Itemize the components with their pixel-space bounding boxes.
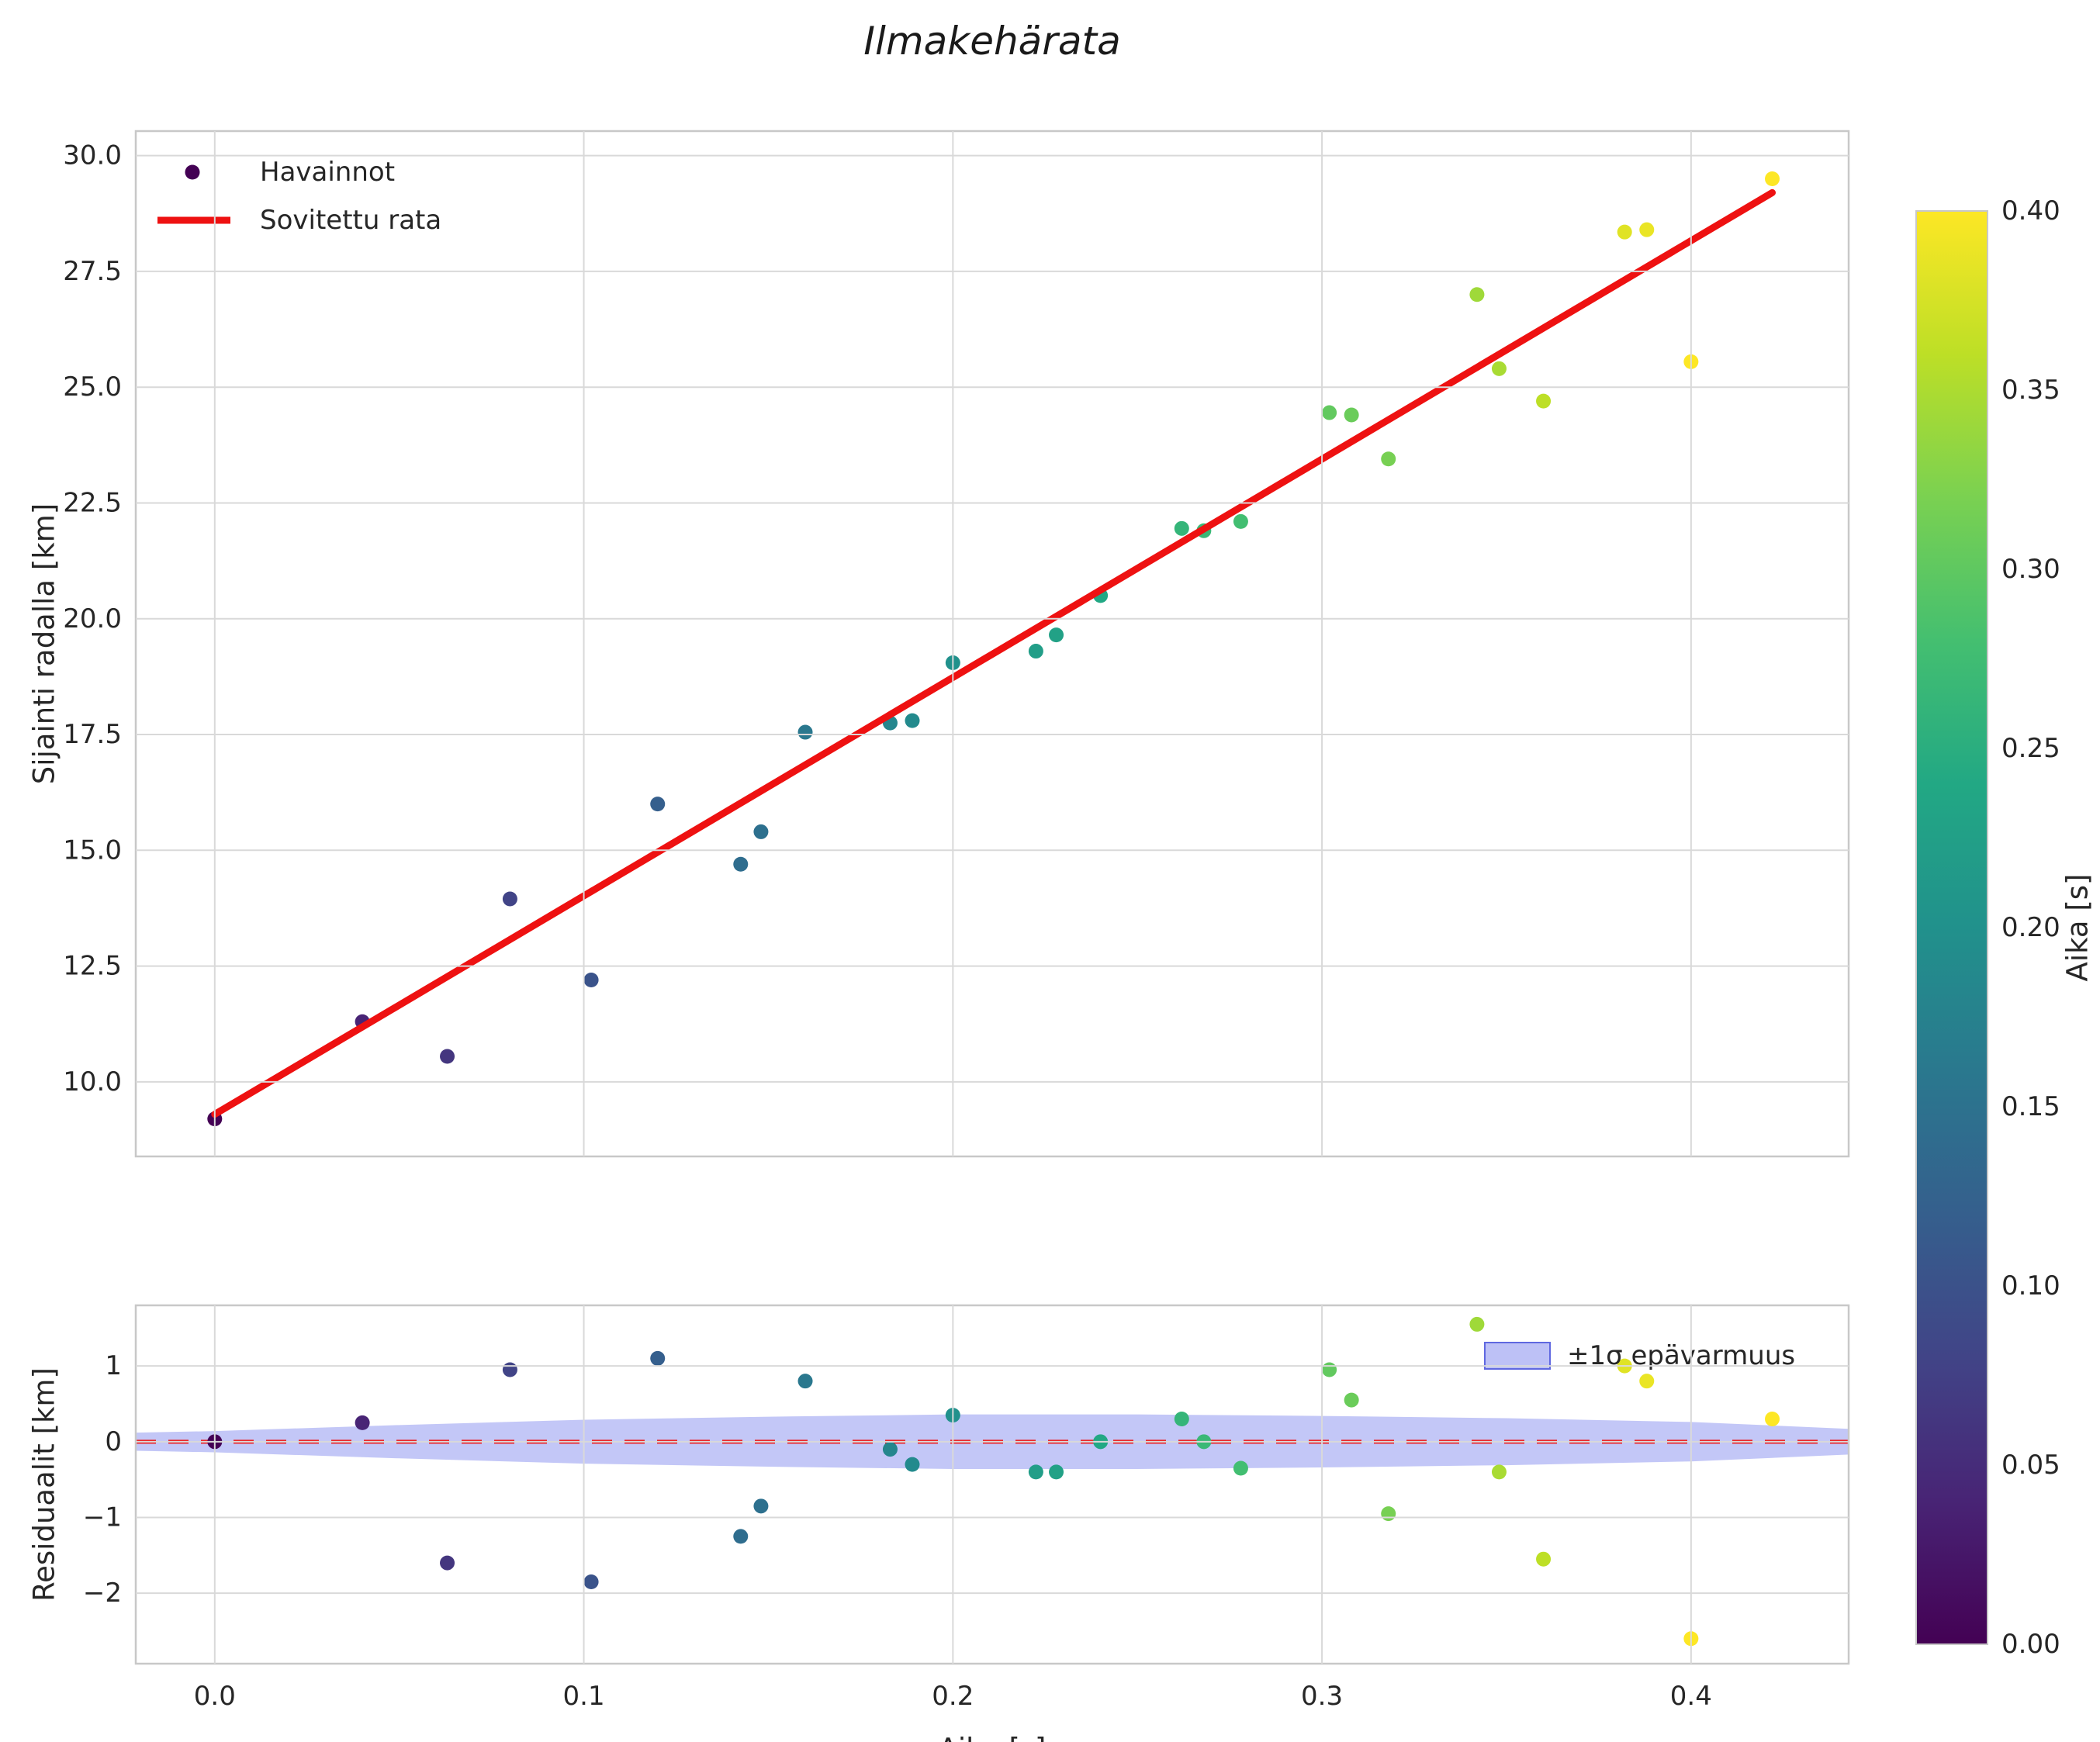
y-tick-label: 1 xyxy=(105,1350,122,1381)
scatter-point xyxy=(797,724,813,740)
residual-point xyxy=(583,1574,599,1590)
scatter-point xyxy=(1639,222,1655,237)
legend-label-observations: Havainnot xyxy=(260,157,395,188)
residual-point xyxy=(882,1442,898,1457)
y-tick-label: 0 xyxy=(105,1426,122,1457)
x-tick-label: 0.2 xyxy=(932,1681,974,1712)
residual-plot: −2 −1 0 1 0.0 0.1 0.2 0.3 0.4 Aika [s] Residuaalit… xyxy=(28,1304,1850,1742)
x-tick-label: 0.3 xyxy=(1301,1681,1343,1712)
residual-point xyxy=(1765,1412,1780,1427)
y-tick-label: 27.5 xyxy=(63,256,122,287)
scatter-point xyxy=(1174,520,1189,536)
y-tick-label: 10.0 xyxy=(63,1066,122,1097)
colorbar-label: Aika [s] xyxy=(2061,874,2095,982)
scatter-point xyxy=(1028,644,1043,659)
colorbar-tick-label: 0.15 xyxy=(2001,1091,2060,1122)
colorbar-tick-label: 0.40 xyxy=(2001,195,2060,226)
x-tick-label: 0.1 xyxy=(563,1681,605,1712)
residuals-scatter xyxy=(207,1316,1780,1647)
scatter-point xyxy=(1381,451,1396,467)
position-plot-grid xyxy=(136,131,1849,1156)
scatter-point xyxy=(753,824,769,839)
scatter-point xyxy=(1469,287,1485,302)
y-tick-label: 25.0 xyxy=(63,372,122,403)
x-tick-label: 0.0 xyxy=(194,1681,236,1712)
scatter-point xyxy=(1491,361,1507,376)
colorbar-gradient xyxy=(1915,210,1988,1645)
scatter-point xyxy=(1536,393,1552,409)
scatter-point xyxy=(733,856,749,872)
residual-point xyxy=(733,1529,749,1544)
colorbar-tick-label: 0.30 xyxy=(2001,554,2060,585)
x-axis-label: Aika [s] xyxy=(939,1733,1047,1742)
residual-plot-grid xyxy=(136,1305,1849,1664)
residual-point xyxy=(650,1350,666,1366)
residual-point xyxy=(355,1415,370,1430)
residual-point xyxy=(1536,1551,1552,1567)
colorbar-tick-label: 0.00 xyxy=(2001,1629,2060,1660)
scatter-point xyxy=(650,797,666,812)
y-tick-label: 20.0 xyxy=(63,603,122,634)
residual-point xyxy=(753,1498,769,1514)
scatter-point xyxy=(1344,407,1359,423)
colorbar: 0.00 0.05 0.10 0.15 0.20 0.25 0.30 0.35 0.40 Aika… xyxy=(1915,195,2095,1660)
residual-point xyxy=(1322,1362,1337,1377)
y-tick-label: 17.5 xyxy=(63,719,122,750)
fitted-line xyxy=(211,188,1777,1118)
colorbar-tick-label: 0.25 xyxy=(2001,733,2060,764)
position-plot: 10.0 12.5 15.0 17.5 20.0 22.5 25.0 27.5 30.0 Sija… xyxy=(28,130,1850,1158)
colorbar-tick-label: 0.05 xyxy=(2001,1450,2060,1481)
residual-point xyxy=(440,1555,455,1571)
scatter-point xyxy=(905,713,920,728)
residual-point xyxy=(1233,1460,1248,1476)
colorbar-tick-label: 0.10 xyxy=(2001,1270,2060,1301)
scatter-point xyxy=(502,891,517,907)
y-tick-label: 30.0 xyxy=(63,140,122,171)
y-tick-label: 12.5 xyxy=(63,951,122,982)
y-axis-label: Sijainti radalla [km] xyxy=(28,503,61,784)
scatter-point xyxy=(440,1049,455,1064)
legend-dot-marker xyxy=(185,164,200,180)
residual-point xyxy=(1174,1412,1189,1427)
colorbar-tick-label: 0.20 xyxy=(2001,912,2060,943)
scatter-point xyxy=(1322,405,1337,420)
x-tick-label: 0.4 xyxy=(1670,1681,1712,1712)
residual-point xyxy=(1491,1464,1507,1480)
position-plot-legend: Havainnot Sovitettu rata xyxy=(157,157,441,236)
axes-frame xyxy=(134,1304,1850,1665)
colorbar-tick-label: 0.35 xyxy=(2001,375,2060,406)
residual-point xyxy=(1639,1374,1655,1389)
residual-point xyxy=(502,1362,517,1377)
y-tick-label: −2 xyxy=(83,1578,122,1609)
residual-point xyxy=(1028,1464,1043,1480)
scatter-point xyxy=(583,973,599,988)
scatter-point xyxy=(1765,171,1780,187)
scatter-point xyxy=(1233,513,1248,529)
legend-label-fit: Sovitettu rata xyxy=(260,205,441,236)
y-tick-label: 22.5 xyxy=(63,487,122,518)
residual-point xyxy=(797,1374,813,1389)
residual-point xyxy=(905,1457,920,1472)
legend-patch-marker xyxy=(1484,1342,1551,1370)
residual-point xyxy=(1381,1506,1396,1522)
axes-frame xyxy=(134,130,1850,1158)
scatter-point xyxy=(1617,224,1632,240)
y-tick-label: 15.0 xyxy=(63,835,122,866)
y-axis-label: Residuaalit [km] xyxy=(28,1367,61,1602)
y-tick-label: −1 xyxy=(83,1502,122,1533)
residual-point xyxy=(1344,1392,1359,1408)
residual-point xyxy=(1469,1316,1485,1332)
chart-title: Ilmakehärata xyxy=(863,19,1121,64)
residual-point xyxy=(1049,1464,1064,1480)
observations-scatter xyxy=(207,171,1780,1127)
scatter-point xyxy=(1049,627,1064,643)
